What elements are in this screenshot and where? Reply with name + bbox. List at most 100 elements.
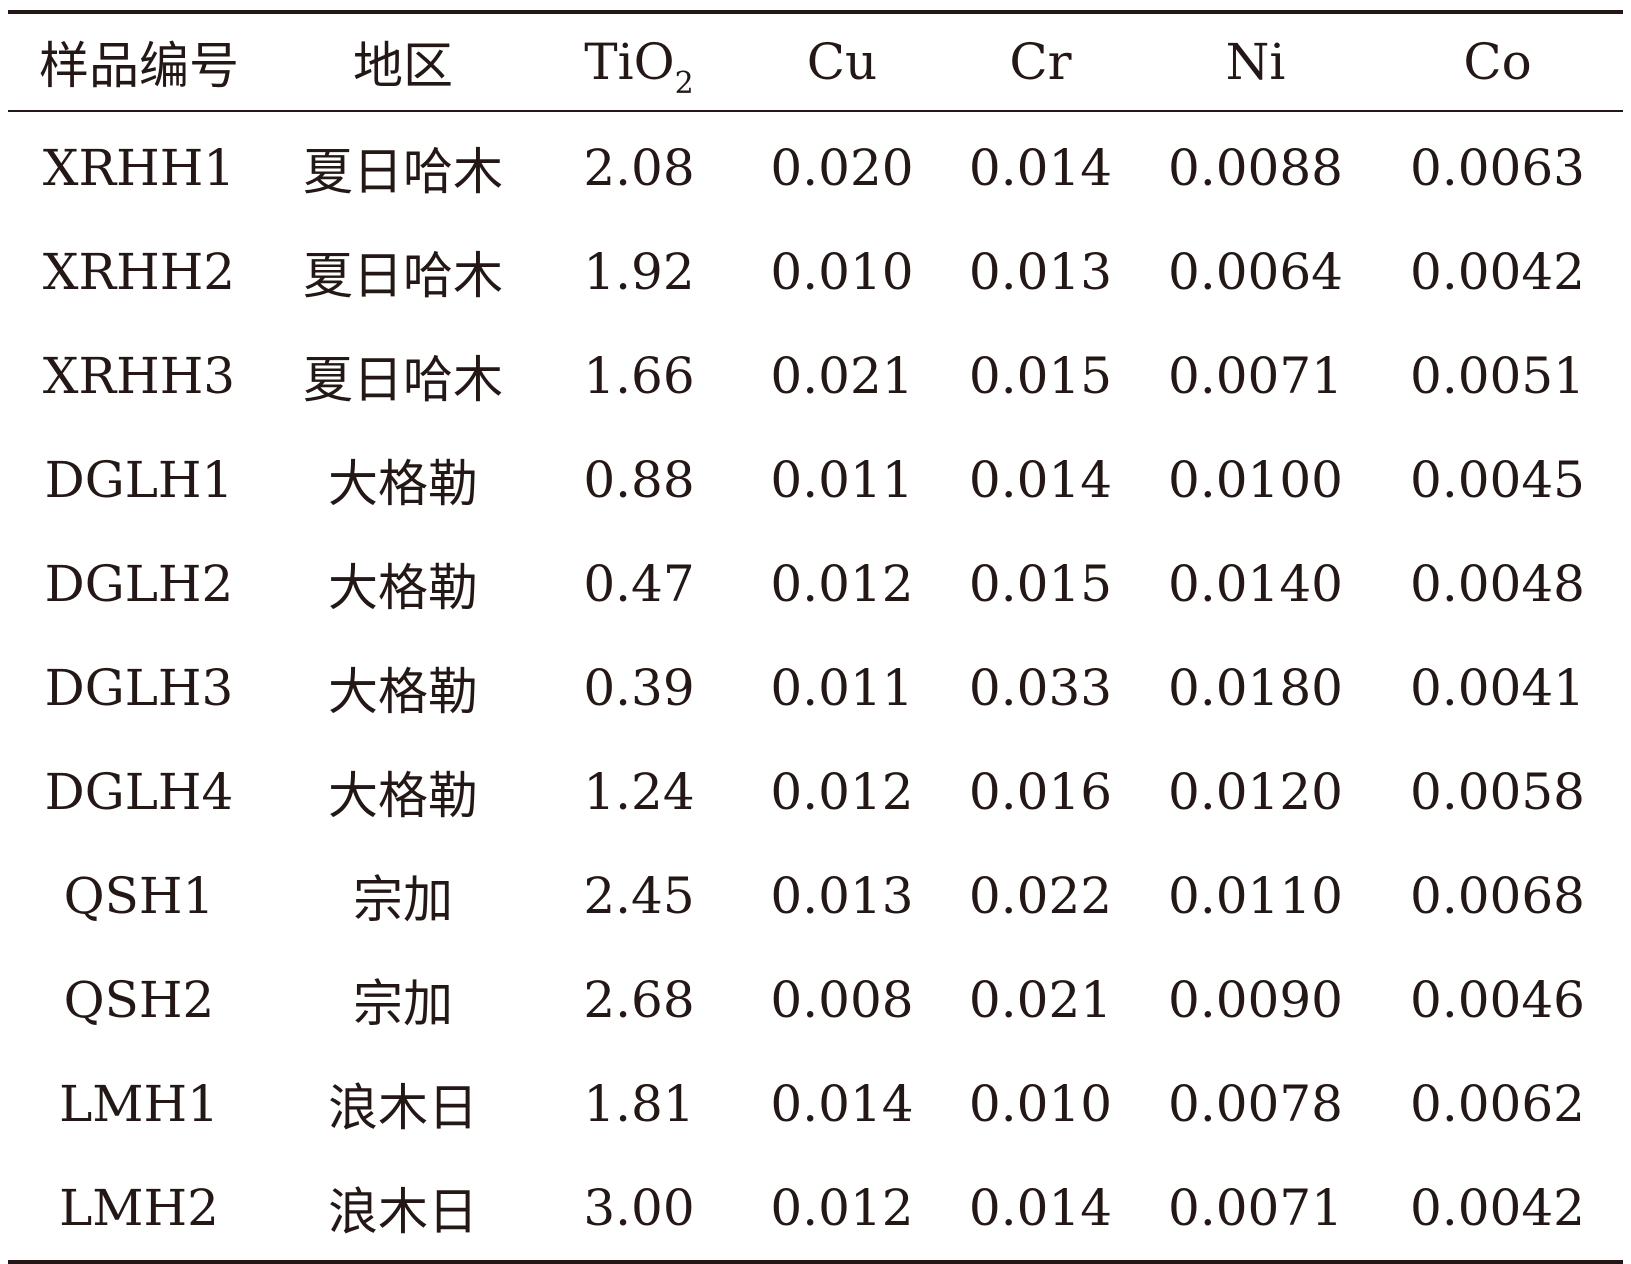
cell-cu: 0.012 xyxy=(770,763,914,821)
cell-region: 浪木日 xyxy=(270,1156,536,1264)
table-row: DGLH1 大格勒 0.88 0.011 0.014 0.0100 0.0045 xyxy=(8,428,1623,532)
header-sample-id: 样品编号 xyxy=(8,10,270,112)
cell-region: 大格勒 xyxy=(328,455,478,513)
cell-sample-id: DGLH3 xyxy=(44,659,234,717)
cell-co: 0.0046 xyxy=(1410,971,1585,1029)
table-row: DGLH4 大格勒 1.24 0.012 0.016 0.0120 0.0058 xyxy=(8,740,1623,844)
cell-ni: 0.0180 xyxy=(1168,659,1343,717)
header-ni: Ni xyxy=(1139,10,1372,112)
cell-cu: 0.013 xyxy=(770,867,914,925)
cell-region: 夏日哈木 xyxy=(303,351,503,409)
cell-cu: 0.010 xyxy=(770,243,914,301)
cell-ni: 0.0088 xyxy=(1168,139,1343,197)
cell-sample-id: DGLH4 xyxy=(44,763,234,821)
cell-co: 0.0048 xyxy=(1410,555,1585,613)
table-body: XRHH1 夏日哈木 2.08 0.020 0.014 0.0088 0.0063 XRHH2… xyxy=(8,111,1623,1264)
cell-ni: 0.0120 xyxy=(1168,763,1343,821)
cell-co: 0.0062 xyxy=(1410,1075,1585,1133)
table-row: QSH2 宗加 2.68 0.008 0.021 0.0090 0.0046 xyxy=(8,948,1623,1052)
header-row: 样品编号 地区 TiO2 Cu Cr Ni Co xyxy=(8,10,1623,112)
cell-cr: 0.015 xyxy=(968,555,1113,613)
cell-tio2: 1.92 xyxy=(583,243,695,301)
cell-cr: 0.014 xyxy=(968,139,1113,197)
table-row: QSH1 宗加 2.45 0.013 0.022 0.0110 0.0068 xyxy=(8,844,1623,948)
header-cu: Cu xyxy=(742,10,942,112)
cell-sample-id: XRHH1 xyxy=(42,139,236,197)
cell-co: 0.0045 xyxy=(1410,451,1585,509)
cell-region: 宗加 xyxy=(353,975,453,1033)
table-header: 样品编号 地区 TiO2 Cu Cr Ni Co xyxy=(8,10,1623,112)
cell-region: 大格勒 xyxy=(328,767,478,825)
table-row: LMH1 浪木日 1.81 0.014 0.010 0.0078 0.0062 xyxy=(8,1052,1623,1156)
cell-cu: 0.021 xyxy=(770,347,914,405)
cell-ni: 0.0140 xyxy=(1168,555,1343,613)
cell-cu: 0.014 xyxy=(770,1075,914,1133)
cell-cu: 0.012 xyxy=(770,555,914,613)
header-region: 地区 xyxy=(270,10,536,112)
table-row: XRHH2 夏日哈木 1.92 0.010 0.013 0.0064 0.0042 xyxy=(8,220,1623,324)
cell-ni: 0.0071 xyxy=(1168,347,1343,405)
data-table-container: 样品编号 地区 TiO2 Cu Cr Ni Co XRHH1 夏日哈木 2.08 0.… xyxy=(8,10,1623,1264)
cell-region: 大格勒 xyxy=(328,559,478,617)
cell-ni: 0.0071 xyxy=(1139,1156,1372,1264)
cell-region: 夏日哈木 xyxy=(303,143,503,201)
cell-cr: 0.022 xyxy=(968,867,1113,925)
table-row: LMH2 浪木日 3.00 0.012 0.014 0.0071 0.0042 xyxy=(8,1156,1623,1264)
cell-cr: 0.021 xyxy=(968,971,1113,1029)
cell-sample-id: XRHH3 xyxy=(42,347,236,405)
cell-cr: 0.013 xyxy=(968,243,1113,301)
cell-tio2: 2.45 xyxy=(583,867,695,925)
cell-ni: 0.0078 xyxy=(1168,1075,1343,1133)
table-row: XRHH3 夏日哈木 1.66 0.021 0.015 0.0071 0.0051 xyxy=(8,324,1623,428)
cell-cr: 0.033 xyxy=(968,659,1113,717)
cell-co: 0.0058 xyxy=(1410,763,1585,821)
cell-sample-id: QSH2 xyxy=(63,971,215,1029)
cell-tio2: 2.68 xyxy=(583,971,695,1029)
cell-sample-id: XRHH2 xyxy=(42,243,236,301)
cell-co: 0.0051 xyxy=(1410,347,1585,405)
cell-tio2: 0.88 xyxy=(583,451,695,509)
cell-sample-id: DGLH1 xyxy=(44,451,234,509)
cell-cr: 0.010 xyxy=(968,1075,1113,1133)
header-tio2: TiO2 xyxy=(536,10,742,112)
cell-cu: 0.012 xyxy=(742,1156,942,1264)
cell-ni: 0.0090 xyxy=(1168,971,1343,1029)
cell-sample-id: LMH1 xyxy=(59,1075,219,1133)
table-row: XRHH1 夏日哈木 2.08 0.020 0.014 0.0088 0.0063 xyxy=(8,111,1623,220)
cell-co: 0.0041 xyxy=(1410,659,1585,717)
header-co: Co xyxy=(1372,10,1623,112)
cell-ni: 0.0064 xyxy=(1168,243,1343,301)
cell-sample-id: LMH2 xyxy=(8,1156,270,1264)
cell-cu: 0.011 xyxy=(770,451,914,509)
cell-cr: 0.014 xyxy=(942,1156,1139,1264)
cell-co: 0.0042 xyxy=(1410,243,1585,301)
cell-co: 0.0063 xyxy=(1410,139,1585,197)
cell-tio2: 3.00 xyxy=(536,1156,742,1264)
cell-ni: 0.0100 xyxy=(1168,451,1343,509)
table-row: DGLH2 大格勒 0.47 0.012 0.015 0.0140 0.0048 xyxy=(8,532,1623,636)
cell-region: 宗加 xyxy=(353,871,453,929)
data-table: 样品编号 地区 TiO2 Cu Cr Ni Co XRHH1 夏日哈木 2.08 0.… xyxy=(8,10,1623,1264)
cell-tio2: 0.39 xyxy=(583,659,695,717)
cell-ni: 0.0110 xyxy=(1168,867,1343,925)
cell-cu: 0.008 xyxy=(770,971,914,1029)
cell-tio2: 1.66 xyxy=(583,347,695,405)
cell-tio2: 1.81 xyxy=(583,1075,695,1133)
cell-region: 浪木日 xyxy=(328,1079,478,1137)
cell-tio2: 2.08 xyxy=(583,139,695,197)
header-tio2-subscript: 2 xyxy=(674,66,694,101)
cell-cr: 0.014 xyxy=(968,451,1113,509)
cell-cu: 0.011 xyxy=(770,659,914,717)
cell-cr: 0.016 xyxy=(968,763,1113,821)
header-cr: Cr xyxy=(942,10,1139,112)
cell-co: 0.0068 xyxy=(1410,867,1585,925)
cell-cu: 0.020 xyxy=(770,139,914,197)
cell-tio2: 1.24 xyxy=(583,763,695,821)
cell-co: 0.0042 xyxy=(1372,1156,1623,1264)
cell-sample-id: QSH1 xyxy=(63,867,215,925)
cell-region: 夏日哈木 xyxy=(303,247,503,305)
cell-region: 大格勒 xyxy=(328,663,478,721)
cell-sample-id: DGLH2 xyxy=(44,555,234,613)
table-row: DGLH3 大格勒 0.39 0.011 0.033 0.0180 0.0041 xyxy=(8,636,1623,740)
cell-cr: 0.015 xyxy=(968,347,1113,405)
